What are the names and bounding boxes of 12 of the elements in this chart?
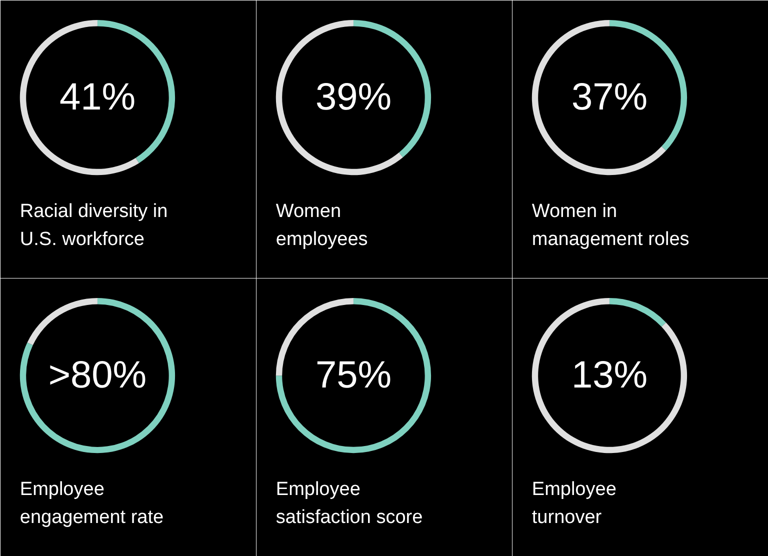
text: Racial diversity in U.S. workforce xyxy=(20,200,168,250)
text: 39% xyxy=(315,76,392,119)
text: Employee engagement rate xyxy=(20,478,164,528)
text: 13% xyxy=(571,354,648,397)
text: 75% xyxy=(315,354,392,397)
text: >80% xyxy=(48,354,147,397)
text: Employee turnover xyxy=(532,478,616,528)
text: 37% xyxy=(571,76,648,119)
text: Employee satisfaction score xyxy=(276,478,423,528)
text: Women in management roles xyxy=(532,200,690,250)
text: 41% xyxy=(59,76,136,119)
text: Women employees xyxy=(276,200,368,250)
